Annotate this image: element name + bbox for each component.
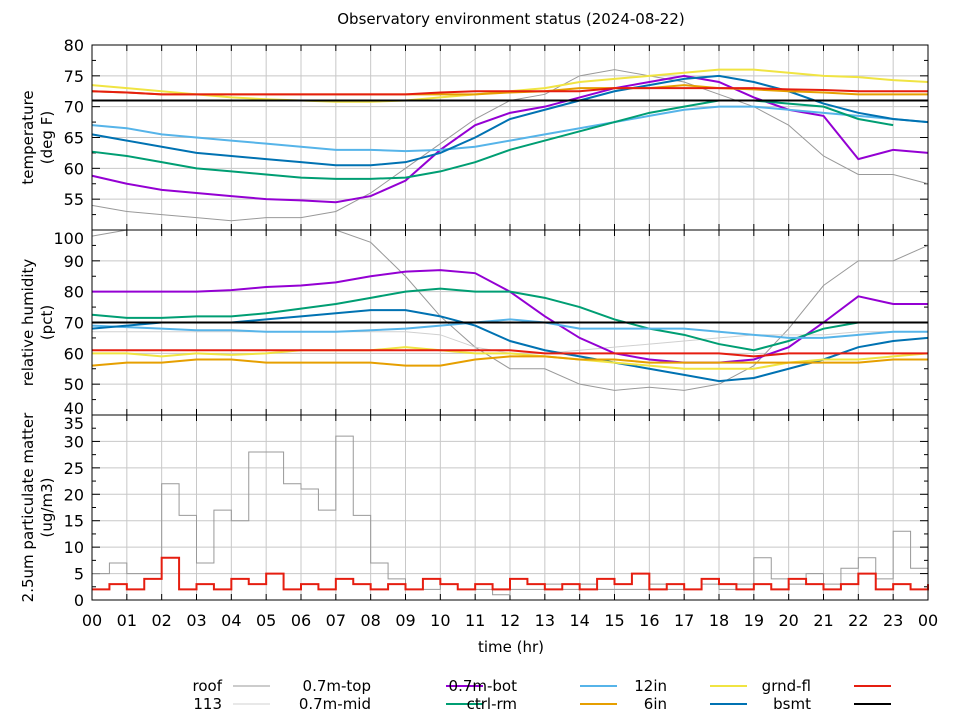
series-line-0.7m-bot <box>91 318 928 339</box>
x-axis-label: time (hr) <box>478 638 544 656</box>
x-tick-label: 11 <box>465 611 485 630</box>
legend-label: bsmt <box>773 695 811 713</box>
x-tick-label: 10 <box>430 611 450 630</box>
x-tick-label: 23 <box>883 611 903 630</box>
y-tick-label: 55 <box>64 190 84 209</box>
x-tick-label: 08 <box>360 611 380 630</box>
y-tick-label: 80 <box>64 283 84 302</box>
x-tick-label: 15 <box>604 611 624 630</box>
series-line-grnd-fl <box>92 349 928 358</box>
x-tick-label: 09 <box>395 611 415 630</box>
x-tick-label: 12 <box>500 611 520 630</box>
x-tick-label: 00 <box>82 611 102 630</box>
y-tick-label: 80 <box>64 36 84 55</box>
y-tick-label: 100 <box>53 229 84 248</box>
y-tick-label: 60 <box>64 159 84 178</box>
legend-label: 6in <box>644 695 667 713</box>
x-tick-label: 07 <box>326 611 346 630</box>
plot-frame <box>91 414 929 601</box>
y-tick-label: 75 <box>64 67 84 86</box>
x-tick-label: 06 <box>291 611 311 630</box>
x-tick-label: 02 <box>151 611 171 630</box>
chart-title: Observatory environment status (2024-08-… <box>337 10 685 28</box>
legend-label: grnd-fl <box>762 677 811 695</box>
y-tick-label: 30 <box>64 432 84 451</box>
x-tick-label: 13 <box>535 611 555 630</box>
x-tick-label: 17 <box>674 611 694 630</box>
panel-1: 40 50 60 70 80 90 100 relative humidity (pct) <box>19 229 929 418</box>
y-axis-label: 2.5um particulate matter <box>19 412 37 602</box>
series-line-ctrl-rm <box>91 355 928 367</box>
y-tick-label: 15 <box>64 512 84 531</box>
x-tick-label: 19 <box>744 611 764 630</box>
x-tick-label: 18 <box>709 611 729 630</box>
series-line-grnd-fl <box>91 87 928 96</box>
x-tick-label: 21 <box>813 611 833 630</box>
panel-0: 55 60 65 70 75 80 temperature (deg F) <box>19 36 929 231</box>
y-tick-label: 10 <box>64 538 84 557</box>
legend-label: 12in <box>634 677 667 695</box>
x-tick-label: 14 <box>569 611 589 630</box>
legend-label: 0.7m-bot <box>449 677 518 695</box>
y-axis-label: (deg F) <box>38 111 56 164</box>
y-axis-label: (pct) <box>38 305 56 340</box>
y-tick-label: 5 <box>74 565 84 584</box>
series-line-0.7m-mid <box>91 287 928 352</box>
series-line-grnd-fl <box>92 556 929 591</box>
y-tick-label: 20 <box>64 485 84 504</box>
y-tick-label: 65 <box>64 129 84 148</box>
y-tick-label: 0 <box>74 591 84 610</box>
x-tick-label: 01 <box>117 611 137 630</box>
y-axis-label: temperature <box>19 90 37 184</box>
y-axis-label: relative humidity <box>19 259 37 387</box>
series-line-roof <box>92 435 928 596</box>
legend-label: roof <box>193 677 223 695</box>
legend-label: 113 <box>193 695 222 713</box>
series-line-0.7m-bot <box>91 105 929 153</box>
y-tick-label: 90 <box>64 252 84 271</box>
y-tick-label: 35 <box>64 414 84 433</box>
y-tick-label: 70 <box>64 98 84 117</box>
x-tick-label: 16 <box>639 611 659 630</box>
y-tick-label: 50 <box>64 375 84 394</box>
y-tick-label: 60 <box>64 344 84 363</box>
y-axis-label: (ug/m3) <box>38 478 56 538</box>
x-tick-label: 03 <box>186 611 206 630</box>
x-tick-label: 00 <box>918 611 938 630</box>
x-tick-label: 20 <box>778 611 798 630</box>
x-tick-label: 05 <box>256 611 276 630</box>
x-tick-label: 22 <box>848 611 868 630</box>
y-tick-label: 70 <box>64 314 84 333</box>
legend-label: ctrl-rm <box>467 695 517 713</box>
x-tick-label: 04 <box>221 611 241 630</box>
y-tick-label: 40 <box>64 399 84 418</box>
legend-label: 0.7m-mid <box>299 695 371 713</box>
y-tick-label: 25 <box>64 459 84 478</box>
legend-label: 0.7m-top <box>303 677 371 695</box>
